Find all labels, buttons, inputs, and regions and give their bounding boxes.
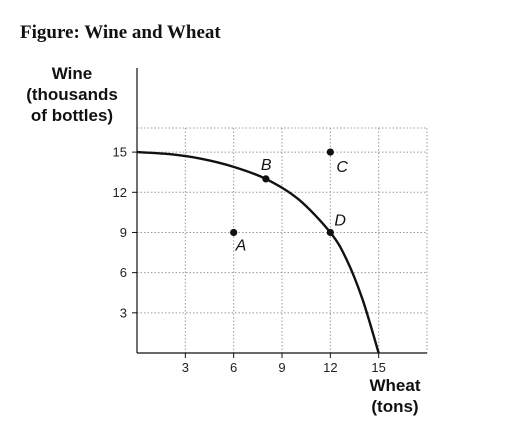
y-axis-label-line-1: Wine <box>51 64 93 83</box>
x-tick-label-12: 12 <box>323 360 337 375</box>
x-tick-label-15: 15 <box>371 360 385 375</box>
point-A <box>230 228 238 237</box>
point-label-A: A <box>235 237 247 254</box>
point-C <box>326 148 334 156</box>
point-label-B: B <box>261 157 272 174</box>
x-axis-label-line-1: Wheat <box>369 376 421 395</box>
ppf-curve-0 <box>136 150 380 354</box>
y-axis-label-line-2: (thousands <box>26 85 118 104</box>
x-tick-label-3: 3 <box>182 360 189 375</box>
y-tick-label-9: 9 <box>120 225 127 240</box>
point-D <box>326 228 334 237</box>
x-tick-label-6: 6 <box>230 360 237 375</box>
y-tick-label-3: 3 <box>120 305 127 320</box>
point-B <box>262 175 270 183</box>
y-axis-label: Wine (thousands of bottles) <box>18 63 126 126</box>
point-label-D: D <box>334 212 346 229</box>
x-axis-label-line-2: (tons) <box>371 397 419 416</box>
y-tick-label-12: 12 <box>113 185 127 200</box>
x-tick-label-9: 9 <box>278 360 285 375</box>
y-tick-label-6: 6 <box>120 265 127 280</box>
y-tick-label-15: 15 <box>113 145 127 160</box>
y-axis-label-line-3: of bottles) <box>30 106 114 125</box>
figure-title: Figure: Wine and Wheat <box>20 22 221 43</box>
x-axis-label: Wheat (tons) <box>355 375 435 417</box>
point-label-C: C <box>336 159 348 176</box>
